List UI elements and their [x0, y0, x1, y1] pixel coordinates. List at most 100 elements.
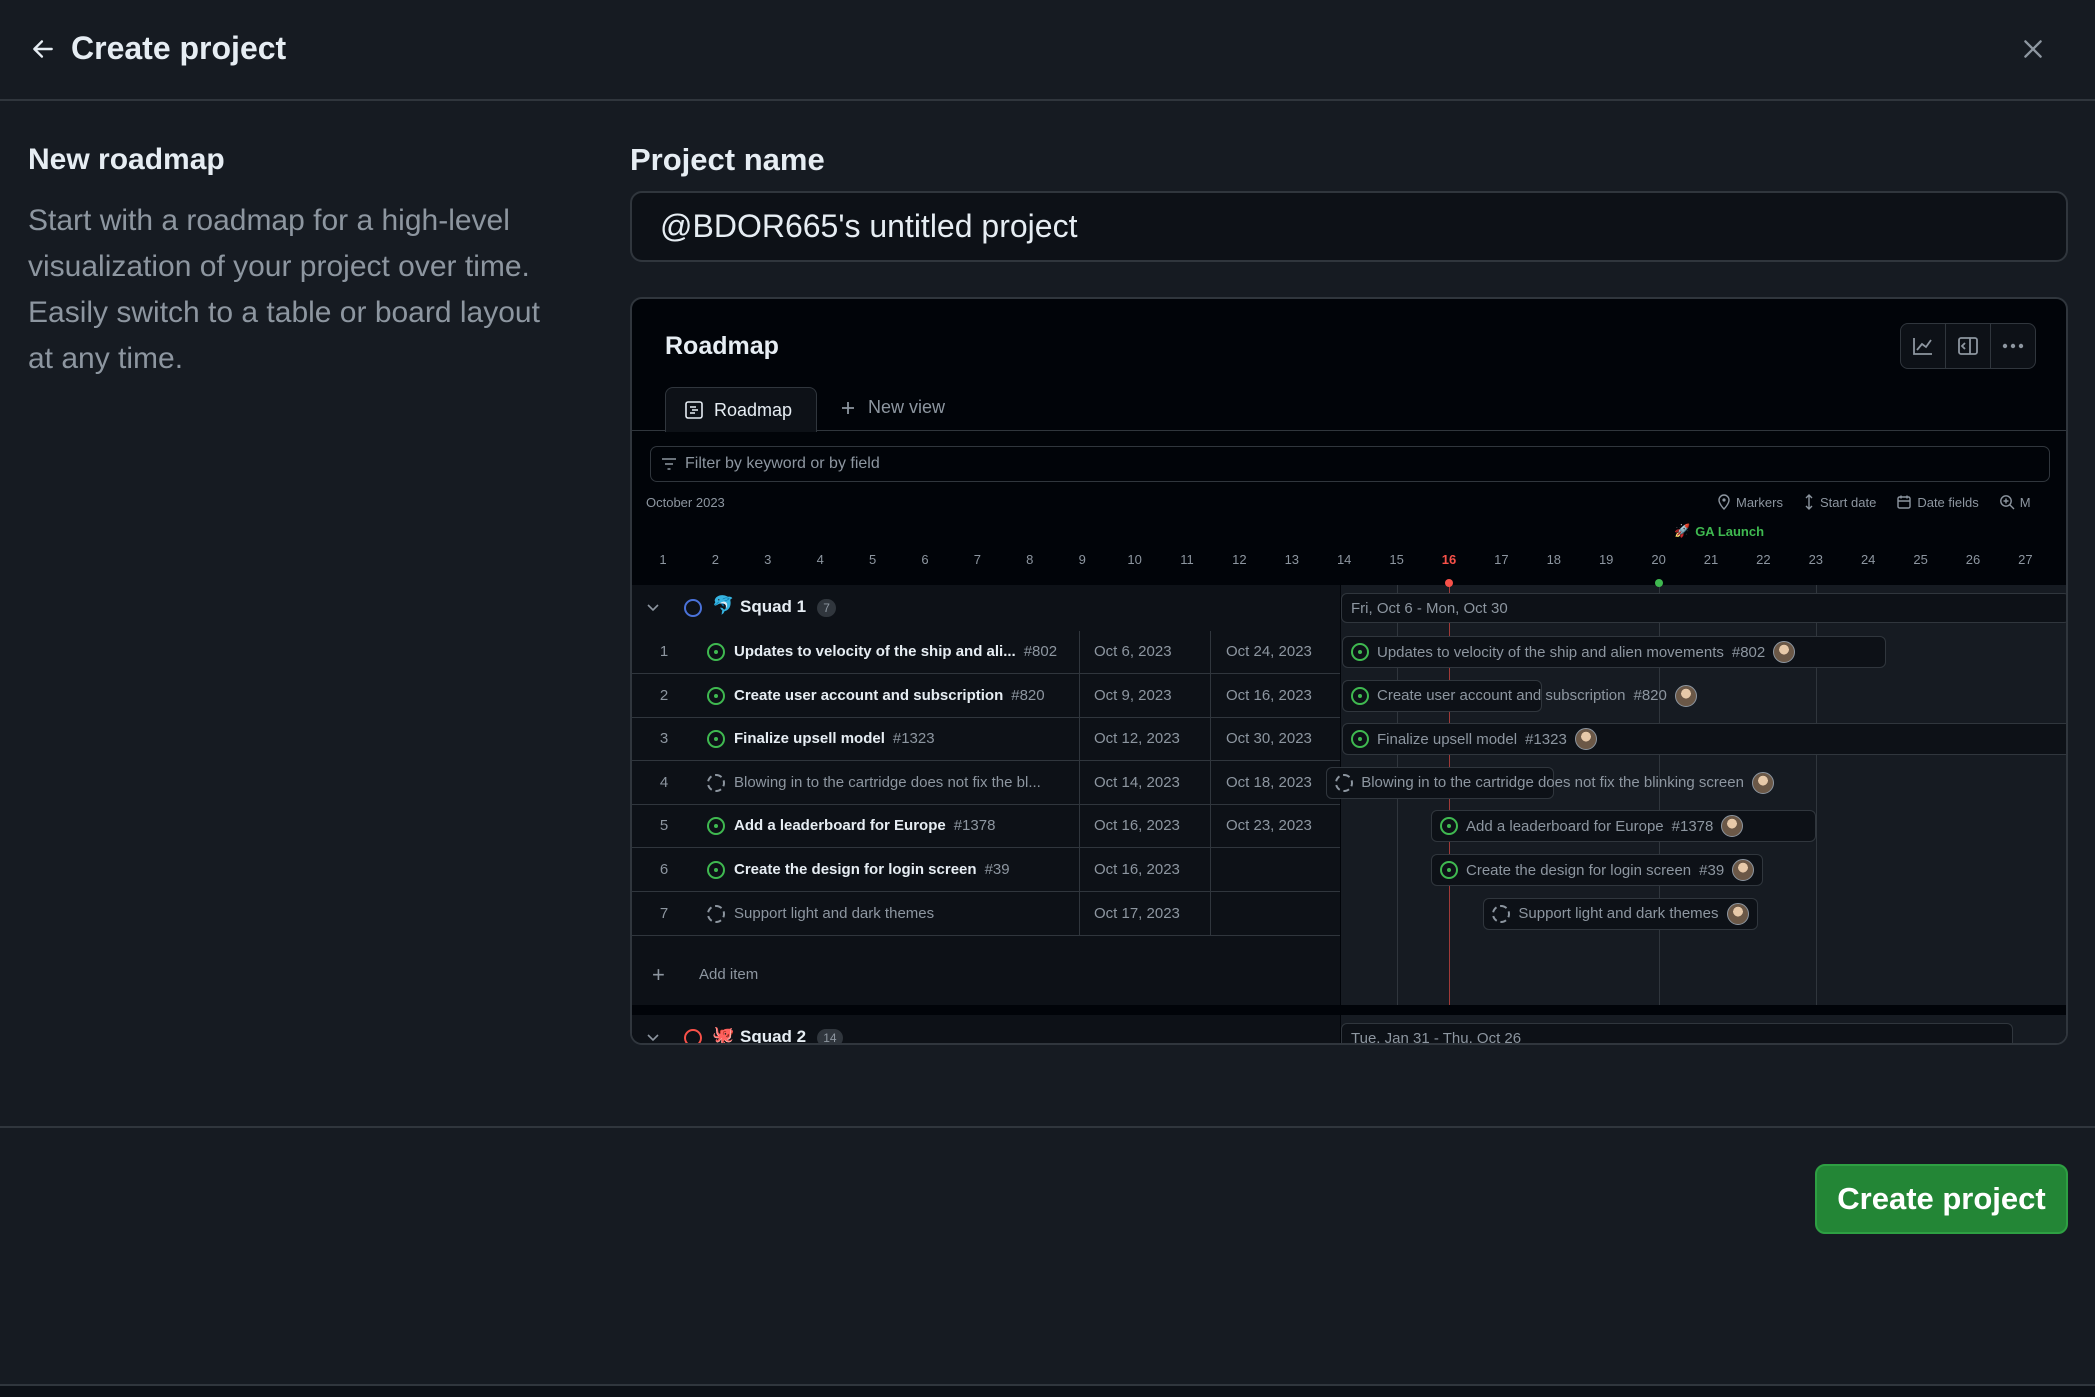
start-date-cell[interactable]: Oct 16, 2023	[1094, 817, 1180, 835]
gantt-bar-issue: #1323	[1525, 730, 1567, 748]
gantt-bar-title: Finalize upsell model	[1377, 730, 1518, 748]
item-title[interactable]: Create the design for login screen #39	[734, 861, 1074, 878]
gantt-bar[interactable]: Support light and dark themes	[1483, 897, 1758, 930]
issue-opened-icon	[1351, 686, 1369, 705]
create-project-button[interactable]: Create project	[1815, 1164, 2068, 1234]
table-row[interactable]: 5 Add a leaderboard for Europe #1378 Oct 16…	[632, 804, 1340, 849]
add-item-button[interactable]: + Add item	[632, 952, 1340, 998]
day-label: 26	[1965, 552, 1981, 567]
day-label: 1	[659, 552, 667, 567]
issue-number: #820	[1011, 686, 1045, 704]
gantt-bar[interactable]: Blowing in to the cartridge does not fix…	[1326, 766, 1774, 799]
column-separator	[1079, 891, 1080, 936]
end-date-cell[interactable]: Oct 30, 2023	[1226, 730, 1312, 748]
insights-button[interactable]	[1901, 324, 1946, 368]
table-row[interactable]: 4 Blowing in to the cartridge does not fi…	[632, 760, 1340, 805]
table-row[interactable]: 7 Support light and dark themes Oct 17, 20…	[632, 891, 1340, 936]
column-separator	[1210, 848, 1211, 892]
gantt-bar[interactable]: Finalize upsell model #1323	[1342, 723, 2066, 756]
date-fields-button[interactable]: Date fields	[1896, 493, 1979, 511]
zoom-label: M	[2019, 494, 2031, 510]
item-title-text: Updates to velocity of the ship and ali.…	[734, 643, 1016, 660]
start-date-cell[interactable]: Oct 16, 2023	[1094, 861, 1180, 878]
issue-draft-icon	[1492, 904, 1511, 923]
group-date-range-bar[interactable]: Tue, Jan 31 - Thu, Oct 26	[1341, 1023, 2013, 1043]
end-date-cell[interactable]: Oct 18, 2023	[1226, 773, 1312, 791]
chevron-down-icon	[647, 1034, 659, 1042]
item-title[interactable]: Updates to velocity of the ship and ali.…	[734, 643, 1074, 660]
end-date-cell[interactable]: Oct 16, 2023	[1226, 686, 1312, 704]
more-options-button[interactable]	[1991, 324, 2035, 368]
close-button[interactable]	[2012, 28, 2054, 70]
tab-roadmap[interactable]: Roadmap	[665, 387, 817, 432]
back-button[interactable]	[24, 30, 62, 68]
roadmap-preview: Roadmap Roadmap New view Filt	[630, 297, 2068, 1045]
column-separator	[1079, 760, 1080, 805]
column-separator	[1210, 891, 1211, 936]
start-date-cell[interactable]: Oct 17, 2023	[1094, 904, 1180, 922]
end-date-cell[interactable]: Oct 23, 2023	[1226, 817, 1312, 835]
gantt-bar[interactable]: Updates to velocity of the ship and alie…	[1342, 636, 1887, 668]
table-row[interactable]: 3 Finalize upsell model #1323 Oct 12, 2023 O…	[632, 717, 1340, 762]
item-title[interactable]: Create user account and subscription #820	[734, 687, 1074, 704]
start-date-cell[interactable]: Oct 14, 2023	[1094, 773, 1180, 791]
view-tabs: Roadmap New view	[632, 387, 2066, 432]
avatar	[1751, 771, 1774, 794]
table-row[interactable]: 2 Create user account and subscription #82…	[632, 673, 1340, 718]
row-number: 7	[659, 904, 669, 922]
start-date-cell[interactable]: Oct 12, 2023	[1094, 730, 1180, 748]
filter-icon	[662, 458, 676, 470]
gantt-bar-title: Updates to velocity of the ship and alie…	[1377, 643, 1724, 661]
group-count-badge: 7	[817, 599, 836, 617]
filter-input[interactable]: Filter by keyword or by field	[650, 446, 2050, 482]
gantt-bar-title: Add a leaderboard for Europe	[1466, 817, 1664, 835]
start-date-button[interactable]: Start date	[1803, 493, 1876, 511]
sidebar-icon	[1958, 337, 1978, 355]
row-number: 4	[659, 773, 669, 791]
project-name-input[interactable]	[630, 191, 2068, 262]
item-title[interactable]: Support light and dark themes	[734, 905, 1074, 922]
issue-opened-icon	[707, 686, 725, 705]
side-panel-button[interactable]	[1946, 324, 1991, 368]
column-separator	[1079, 673, 1080, 718]
template-info: New roadmap Start with a roadmap for a h…	[28, 138, 568, 382]
footer-divider	[0, 1126, 2095, 1128]
gantt-bar[interactable]: Create the design for login screen #39	[1431, 854, 1764, 886]
group-header-squad-2[interactable]: 🐙 Squad 2 14	[632, 1015, 1340, 1045]
gantt-bar[interactable]: Add a leaderboard for Europe #1378	[1431, 810, 1816, 843]
group-date-range-bar[interactable]: Fri, Oct 6 - Mon, Oct 30	[1341, 593, 2066, 623]
gantt-gridline	[1815, 585, 1817, 1005]
item-title-text: Finalize upsell model	[734, 730, 885, 748]
item-title-text: Create user account and subscription	[734, 686, 1004, 704]
day-label: 15	[1389, 552, 1404, 567]
day-label: 25	[1913, 552, 1928, 567]
group-name: Squad 2	[740, 1027, 807, 1045]
day-label: 19	[1598, 552, 1614, 567]
item-title[interactable]: Blowing in to the cartridge does not fix…	[734, 774, 1074, 791]
table-row[interactable]: 6 Create the design for login screen #39 Oc…	[632, 848, 1340, 892]
gantt-bar-issue: #39	[1699, 861, 1725, 879]
zoom-button[interactable]: M	[1999, 493, 2031, 511]
new-view-button[interactable]: New view	[840, 397, 945, 418]
gantt-bar[interactable]: Create user account and subscription #820	[1342, 679, 1697, 712]
table-row[interactable]: 1 Updates to velocity of the ship and ali…	[632, 630, 1340, 674]
item-title[interactable]: Add a leaderboard for Europe #1378	[734, 817, 1074, 834]
issue-opened-icon	[707, 817, 725, 836]
avatar	[1732, 859, 1755, 881]
row-number: 5	[659, 817, 669, 835]
start-date-cell[interactable]: Oct 6, 2023	[1094, 643, 1172, 660]
timeline-controls: Markers Start date Date fields M	[1717, 493, 2031, 511]
column-separator	[1210, 804, 1211, 849]
project-name-label: Project name	[630, 142, 825, 177]
markers-button[interactable]: Markers	[1717, 493, 1783, 511]
item-title[interactable]: Finalize upsell model #1323	[734, 730, 1074, 747]
item-title-text: Blowing in to the cartridge does not fix…	[734, 773, 1041, 791]
column-separator	[1079, 848, 1080, 892]
start-date-cell[interactable]: Oct 9, 2023	[1094, 686, 1172, 704]
item-title-text: Create the design for login screen	[734, 861, 977, 878]
group-avatar-icon: 🐙	[712, 1025, 735, 1045]
gantt-gridline	[1658, 585, 1660, 1005]
group-header-squad-1[interactable]: 🐬 Squad 1 7	[632, 585, 1340, 631]
plus-icon	[842, 401, 854, 414]
end-date-cell[interactable]: Oct 24, 2023	[1226, 643, 1312, 660]
